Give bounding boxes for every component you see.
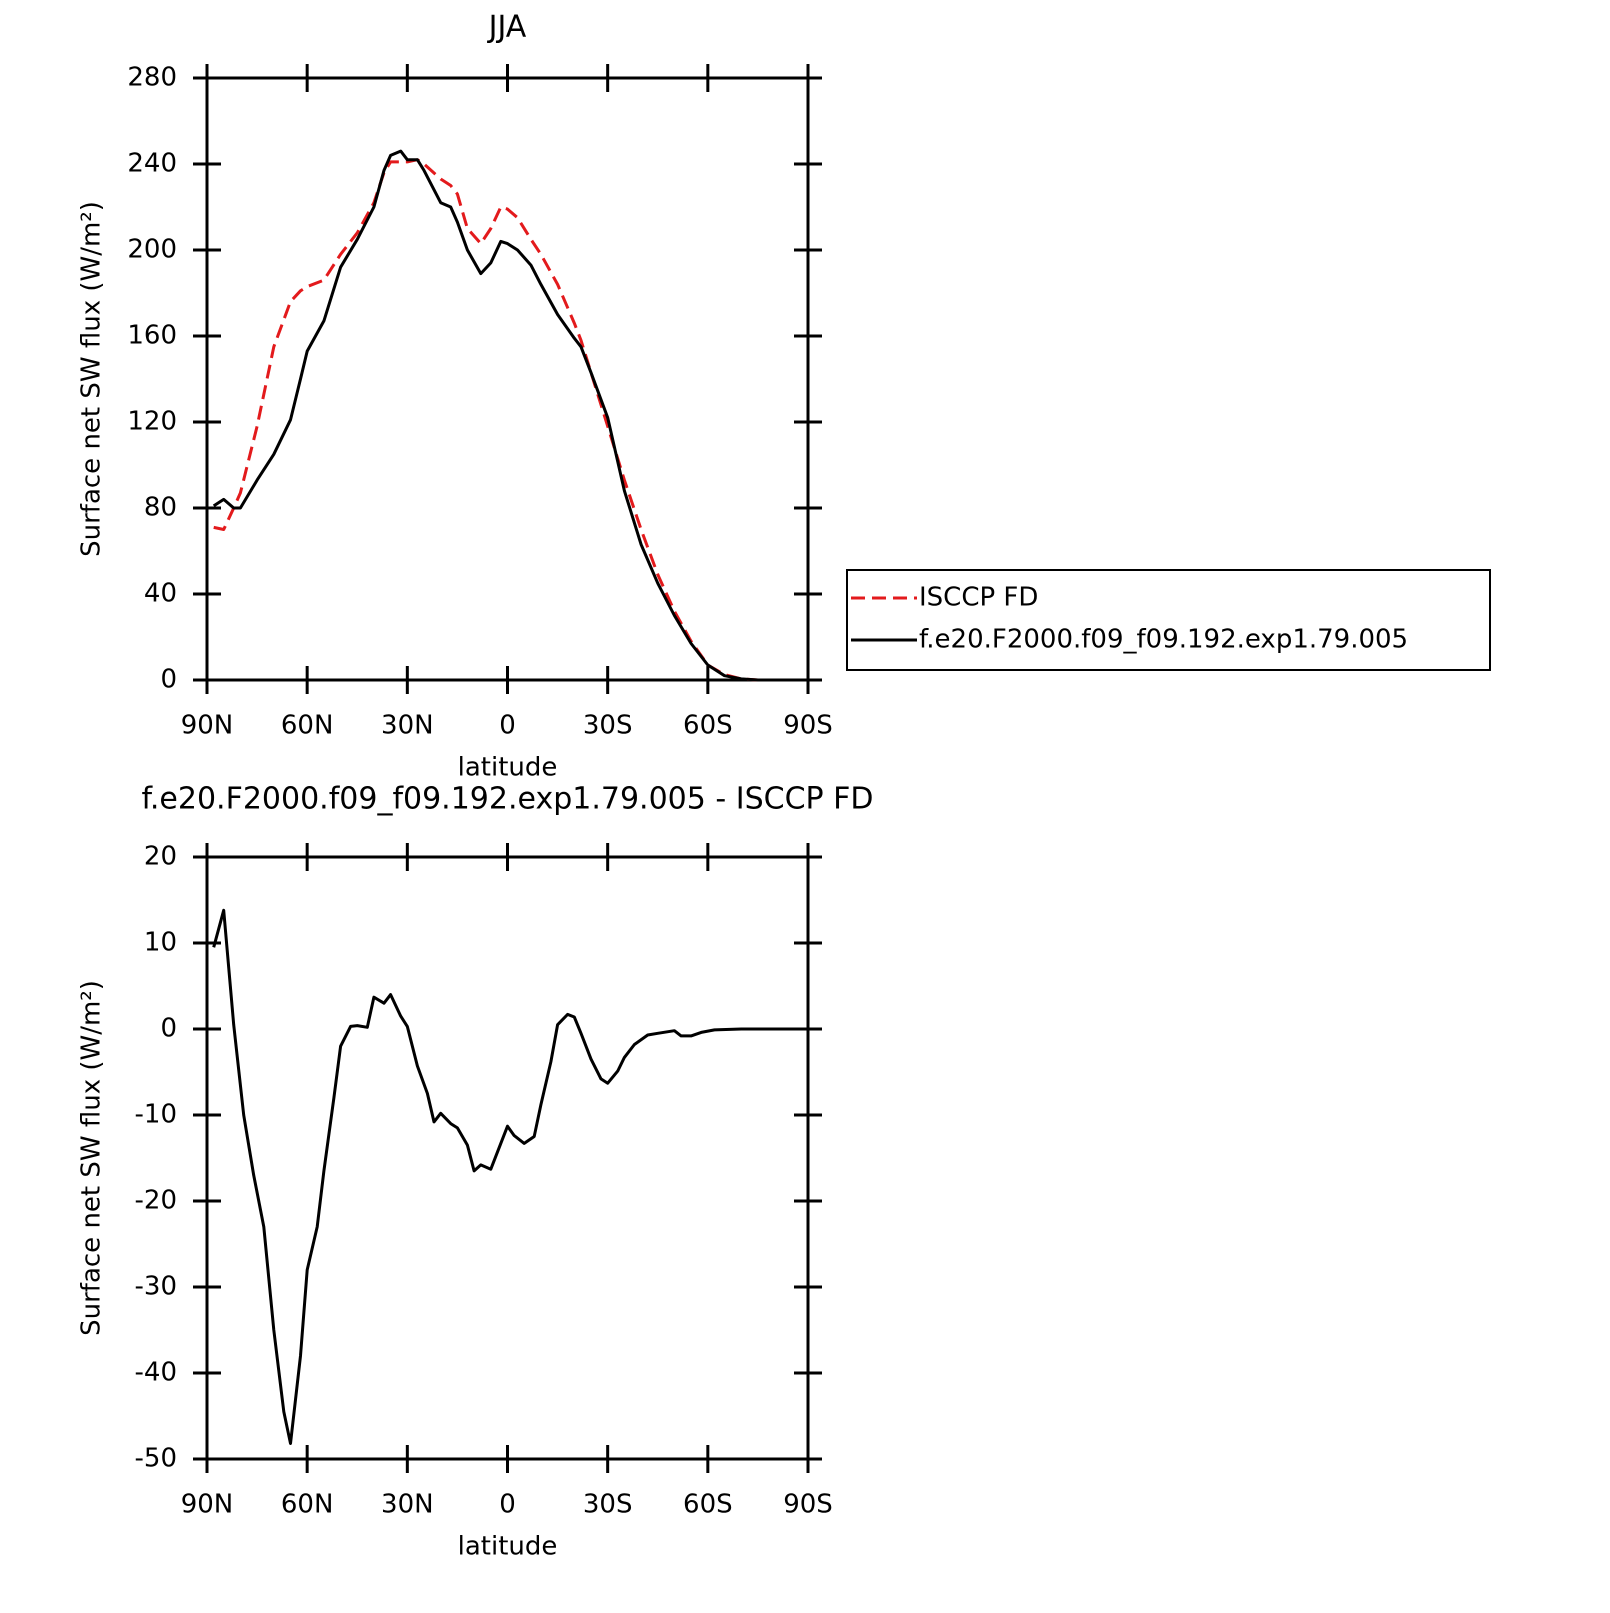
plot-frame	[205, 76, 810, 682]
x-tick-label: 30N	[381, 711, 434, 741]
y-tick-label: 200	[127, 235, 177, 265]
y-axis-label: Surface net SW flux (W/m²)	[77, 201, 107, 557]
x-tick-label: 30N	[381, 1490, 434, 1520]
x-tick-label: 60S	[683, 711, 733, 741]
y-tick-label: 0	[160, 1014, 177, 1044]
series-line	[212, 908, 802, 1445]
chart-title: JJA	[487, 10, 527, 45]
y-tick-label: 120	[127, 407, 177, 437]
y-tick-label: -30	[135, 1272, 177, 1302]
x-tick-label: 30S	[583, 711, 633, 741]
x-tick-label: 60N	[281, 711, 334, 741]
y-tick-label: 280	[127, 63, 177, 93]
x-tick-label: 90N	[181, 1490, 234, 1520]
x-tick-label: 90S	[783, 711, 833, 741]
y-tick-label: 10	[144, 928, 177, 958]
x-tick-label: 60S	[683, 1490, 733, 1520]
x-tick-label: 90S	[783, 1490, 833, 1520]
y-tick-label: -20	[135, 1186, 177, 1216]
y-tick-label: 80	[144, 493, 177, 523]
chart-title: f.e20.F2000.f09_f09.192.exp1.79.005 - IS…	[141, 782, 873, 817]
y-tick-label: -50	[135, 1444, 177, 1474]
legend-label: ISCCP FD	[919, 583, 1038, 613]
x-tick-label: 30S	[583, 1490, 633, 1520]
y-tick-label: -10	[135, 1100, 177, 1130]
x-tick-label: 0	[499, 711, 516, 741]
x-tick-label: 60N	[281, 1490, 334, 1520]
series-line	[212, 149, 805, 682]
y-tick-label: 40	[144, 579, 177, 609]
y-tick-label: -40	[135, 1358, 177, 1388]
y-axis-label: Surface net SW flux (W/m²)	[77, 980, 107, 1336]
y-tick-label: 0	[160, 665, 177, 695]
y-tick-label: 160	[127, 321, 177, 351]
legend-box	[846, 569, 1491, 671]
legend-label: f.e20.F2000.f09_f09.192.exp1.79.005	[919, 625, 1408, 655]
x-tick-label: 90N	[181, 711, 234, 741]
y-tick-label: 240	[127, 149, 177, 179]
series-line	[213, 158, 805, 682]
x-axis-label: latitude	[458, 1532, 558, 1562]
plot-frame	[205, 855, 810, 1461]
x-tick-label: 0	[499, 1490, 516, 1520]
y-tick-label: 20	[144, 842, 177, 872]
x-axis-label: latitude	[458, 753, 558, 783]
